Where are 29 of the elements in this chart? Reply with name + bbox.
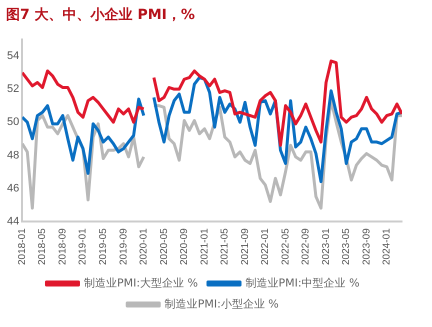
chart-title: 图7 大、中、小企业 PMI，%: [6, 6, 195, 24]
y-tick-label: 50: [6, 116, 20, 128]
x-tick-label: 2020-01: [138, 228, 150, 266]
x-tick-label: 2018-09: [57, 228, 68, 266]
x-tick-label: 2023-01: [320, 228, 332, 266]
y-tick-label: 52: [6, 83, 20, 96]
legend-label: 制造业PMI:大型企业 %: [84, 276, 198, 290]
x-tick-label: 2023-05: [341, 228, 352, 266]
x-tick-label: 2021-09: [240, 228, 251, 266]
x-tick-label: 2022-05: [280, 228, 292, 266]
x-tick-label: 2020-09: [179, 228, 190, 266]
x-tick-label: 2021-05: [220, 228, 231, 266]
x-tick-label: 2020-05: [158, 228, 170, 266]
y-tick-label: 46: [6, 182, 20, 194]
x-tick-label: 2021-01: [199, 228, 210, 266]
x-tick-label: 2018-01: [16, 228, 28, 266]
y-tick-label: 44: [6, 215, 20, 228]
x-tick-label: 2023-09: [361, 228, 372, 266]
x-tick-label: 2022-09: [300, 228, 312, 266]
legend-label: 制造业PMI:小型企业 %: [164, 297, 279, 310]
legend-label: 制造业PMI:中型企业 %: [246, 276, 360, 290]
y-tick-label: 48: [6, 149, 20, 162]
x-tick-label: 2019-01: [78, 228, 89, 266]
x-tick-label: 2019-05: [98, 228, 109, 266]
x-tick-label: 2018-05: [37, 228, 48, 266]
y-tick-label: 54: [6, 50, 20, 62]
x-tick-label: 2022-01: [260, 228, 272, 266]
x-tick-label: 2024-01: [382, 228, 393, 266]
x-tick-label: 2019-09: [118, 228, 130, 266]
